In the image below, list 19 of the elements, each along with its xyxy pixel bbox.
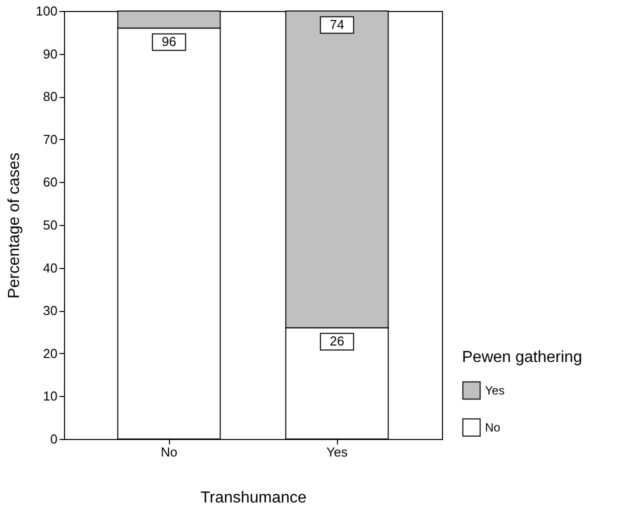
x-axis-title: Transhumance	[200, 490, 307, 506]
y-tick-label: 90	[43, 46, 58, 62]
legend-label: Yes	[485, 384, 505, 398]
y-tick-label: 30	[43, 303, 58, 318]
y-tick-label: 10	[43, 388, 58, 404]
data-label: 96	[162, 34, 176, 50]
data-label: 74	[330, 17, 344, 32]
y-tick-label: 60	[43, 174, 58, 190]
data-label: 26	[330, 334, 344, 349]
y-tick-label: 50	[43, 218, 58, 232]
y-tick-label: 70	[43, 132, 58, 147]
y-tick-label: 0	[50, 432, 58, 446]
y-tick-label: 40	[43, 260, 58, 276]
y-tick-label: 100	[36, 4, 58, 18]
y-tick-label: 80	[43, 89, 58, 104]
y-axis-title: Percentage of cases	[6, 152, 23, 298]
y-tick-label: 20	[43, 346, 58, 361]
legend-label: No	[485, 420, 501, 434]
legend-title: Pewen gathering	[462, 349, 582, 366]
